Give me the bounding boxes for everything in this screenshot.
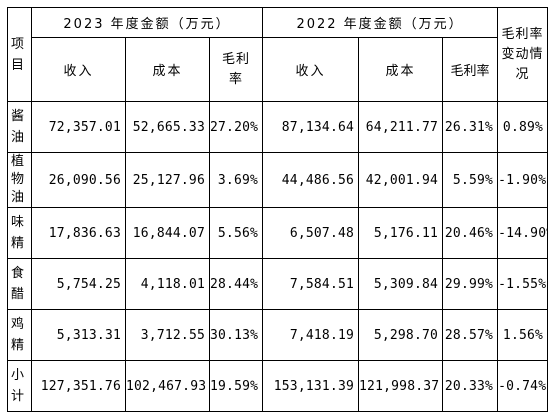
header-row-top: 项 目 2023 年度金额（万元） 2022 年度金额（万元） 毛利率 变动情 … (7, 7, 549, 102)
cost-2023-cell: 4,118.01 (125, 258, 210, 310)
margin-change-cell: -1.90% (497, 152, 549, 208)
margin-2023-header: 毛利 率 (208, 37, 264, 102)
revenue-2023-cell: 5,313.31 (31, 309, 126, 361)
revenue-2023-cell: 127,351.76 (31, 360, 126, 412)
margin-2023-cell: 5.56% (208, 207, 264, 259)
row-label: 酱油 (7, 101, 32, 153)
table-row: 味精 17,836.63 16,844.07 5.56% 6,507.48 5,… (7, 207, 549, 259)
table-row: 植物油 26,090.56 25,127.96 3.69% 44,486.56 … (7, 152, 549, 208)
cost-2023-header: 成本 (125, 37, 210, 102)
cost-2022-cell: 42,001.94 (358, 152, 444, 208)
revenue-2023-cell: 72,357.01 (31, 101, 126, 153)
row-label: 鸡精 (7, 309, 32, 361)
margin-2022-cell: 28.57% (442, 309, 499, 361)
revenue-2022-cell: 44,486.56 (262, 152, 360, 208)
cost-2023-cell: 3,712.55 (125, 309, 210, 361)
margin-2022-cell: 5.59% (442, 152, 499, 208)
margin-change-cell: -0.74% (497, 360, 549, 412)
subtotal-row: 小计 127,351.76 102,467.93 19.59% 153,131.… (7, 360, 549, 412)
header-row-sub: 收入 成本 毛利 率 收入 成本 毛利率 (8, 37, 548, 102)
margin-2022-cell: 26.31% (442, 101, 499, 153)
revenue-2023-cell: 26,090.56 (31, 152, 126, 208)
cost-2022-cell: 121,998.37 (358, 360, 444, 412)
margin-2022-cell: 20.33% (442, 360, 499, 412)
margin-2023-cell: 27.20% (208, 101, 264, 153)
cost-2023-cell: 25,127.96 (125, 152, 210, 208)
cost-2022-header: 成本 (358, 37, 444, 102)
cost-2022-cell: 5,309.84 (358, 258, 444, 310)
revenue-2022-header: 收入 (262, 37, 360, 102)
row-label: 味精 (7, 207, 32, 259)
row-label: 食醋 (7, 258, 32, 310)
table-row: 食醋 5,754.25 4,118.01 28.44% 7,584.51 5,3… (7, 258, 549, 310)
revenue-2022-cell: 7,418.19 (262, 309, 360, 361)
revenue-2023-header: 收入 (31, 37, 126, 102)
margin-2023-cell: 3.69% (208, 152, 264, 208)
table-row: 鸡精 5,313.31 3,712.55 30.13% 7,418.19 5,2… (7, 309, 549, 361)
margin-2023-cell: 28.44% (208, 258, 264, 310)
revenue-2022-cell: 153,131.39 (262, 360, 360, 412)
cost-2022-cell: 5,298.70 (358, 309, 444, 361)
margin-2022-cell: 20.46% (442, 207, 499, 259)
margin-change-cell: -14.90% (497, 207, 549, 259)
margin-2022-cell: 29.99% (442, 258, 499, 310)
revenue-2022-cell: 87,134.64 (262, 101, 360, 153)
revenue-2022-cell: 7,584.51 (262, 258, 360, 310)
margin-change-cell: 1.56% (497, 309, 549, 361)
cost-2023-cell: 102,467.93 (125, 360, 210, 412)
group-header-2022: 2022 年度金额（万元） (262, 7, 499, 38)
margin-change-cell: -1.55% (497, 258, 549, 310)
margin-2022-header: 毛利率 (442, 37, 499, 102)
margin-2023-cell: 30.13% (208, 309, 264, 361)
margin-change-cell: 0.89% (497, 101, 549, 153)
margin-2023-cell: 19.59% (208, 360, 264, 412)
row-label: 小计 (7, 360, 32, 412)
cost-2023-cell: 52,665.33 (125, 101, 210, 153)
row-label: 植物油 (7, 152, 32, 208)
revenue-2023-cell: 5,754.25 (31, 258, 126, 310)
cost-2022-cell: 64,211.77 (358, 101, 444, 153)
margin-change-header: 毛利率 变动情 况 (497, 7, 549, 102)
revenue-2022-cell: 6,507.48 (262, 207, 360, 259)
cost-2023-cell: 16,844.07 (125, 207, 210, 259)
gross-margin-table: 项 目 2023 年度金额（万元） 2022 年度金额（万元） 毛利率 变动情 … (7, 7, 549, 412)
cost-2022-cell: 5,176.11 (358, 207, 444, 259)
group-header-2023: 2023 年度金额（万元） (30, 7, 264, 38)
revenue-2023-cell: 17,836.63 (31, 207, 126, 259)
table-row: 酱油 72,357.01 52,665.33 27.20% 87,134.64 … (7, 101, 549, 153)
item-header: 项 目 (7, 7, 32, 102)
